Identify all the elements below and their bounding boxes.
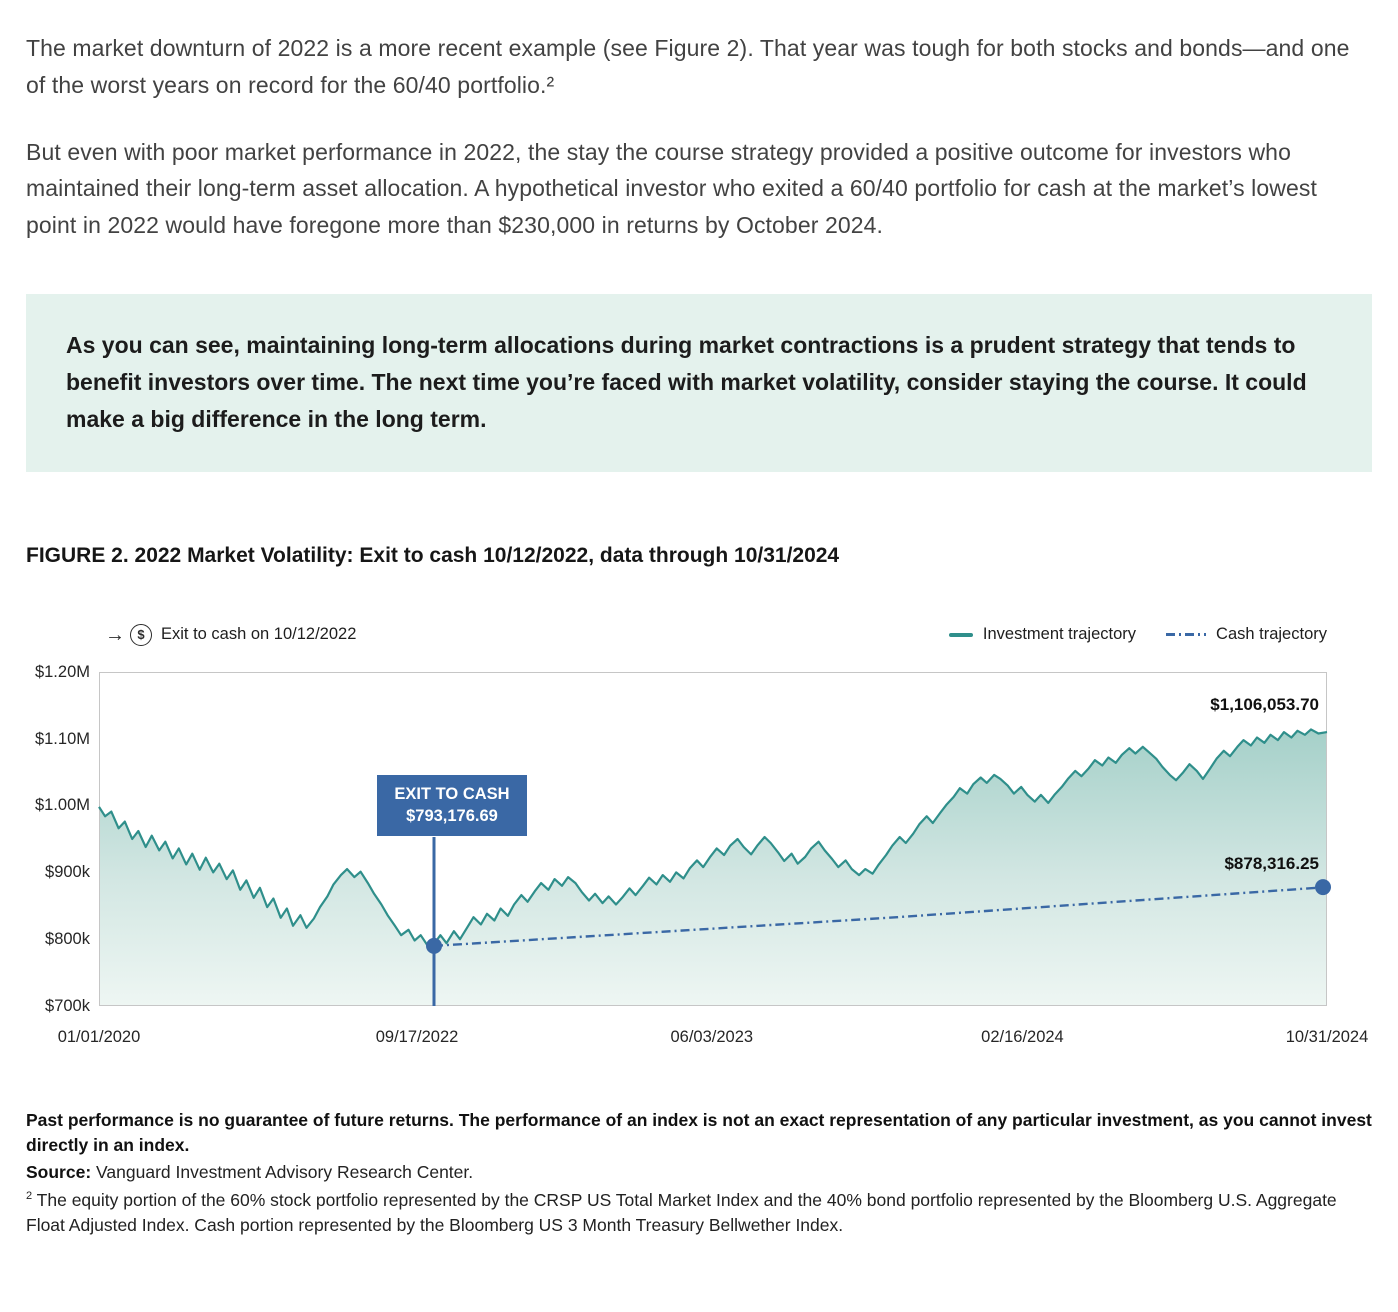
cash-end-value-label: $878,316.25	[1224, 853, 1319, 873]
legend-investment-item: Investment trajectory	[948, 625, 1137, 644]
footnote-text: The equity portion of the 60% stock port…	[26, 1190, 1337, 1236]
investment-line-swatch-icon	[948, 632, 973, 637]
legend-investment-label: Investment trajectory	[982, 625, 1137, 644]
legend-cash-item: Cash trajectory	[1166, 625, 1327, 644]
x-axis-tick-label: 10/31/2024	[1285, 1027, 1369, 1046]
x-axis-labels: 01/01/2020 09/17/2022 06/03/2023 02/16/2024…	[58, 1027, 1369, 1054]
paragraph-stay-the-course: But even with poor market performance in…	[26, 138, 1317, 239]
y-axis-tick-label: $700k	[45, 996, 90, 1015]
x-axis-tick-label: 09/17/2022	[375, 1027, 459, 1046]
plot-area: EXIT TO CASH $793,176.69 $1,106,053.70 $…	[98, 671, 1331, 1006]
y-axis-labels: $1.20M $1.10M $1.00M $900k $800k $700k	[26, 663, 90, 1015]
dollar-circle-icon: $	[130, 623, 152, 646]
legend-cash-label: Cash trajectory	[1216, 625, 1327, 644]
legend-exit-label: Exit to cash on 10/12/2022	[161, 625, 357, 644]
y-axis-tick-label: $1.00M	[34, 796, 90, 815]
investment-end-value-label: $1,106,053.70	[1210, 694, 1319, 714]
exit-to-cash-callout: EXIT TO CASH $793,176.69	[376, 774, 527, 837]
footnote-marker: 2	[26, 1190, 33, 1203]
source-text: Vanguard Investment Advisory Research Ce…	[96, 1162, 474, 1183]
x-axis-tick-label: 06/03/2023	[670, 1027, 754, 1046]
figure-2-chart: → $ Exit to cash on 10/12/2022 Investmen…	[26, 622, 1372, 1062]
source-label: Source:	[26, 1162, 92, 1183]
x-axis-tick-label: 01/01/2020	[57, 1027, 141, 1046]
footer-disclosures: Past performance is no guarantee of futu…	[26, 1108, 1372, 1238]
disclaimer-text: Past performance is no guarantee of futu…	[26, 1109, 1372, 1155]
legend-series-group: Investment trajectory Cash trajectory	[948, 625, 1327, 644]
y-axis-tick-label: $900k	[45, 863, 90, 882]
figure-title: FIGURE 2. 2022 Market Volatility: Exit t…	[26, 543, 840, 567]
y-axis-tick-label: $1.10M	[34, 729, 90, 748]
source-line: Source: Vanguard Investment Advisory Res…	[26, 1160, 1372, 1185]
y-axis-tick-label: $1.20M	[34, 662, 90, 681]
cash-line-swatch-icon	[1166, 633, 1207, 637]
footnote-2: 2 The equity portion of the 60% stock po…	[26, 1188, 1372, 1238]
chart-svg	[98, 671, 1331, 1006]
y-axis-tick-label: $800k	[45, 929, 90, 948]
callout-box: As you can see, maintaining long-term al…	[26, 293, 1372, 472]
document-page: The market downturn of 2022 is a more re…	[26, 35, 1372, 1238]
exit-box-value: $793,176.69	[406, 806, 498, 825]
x-axis-tick-label: 02/16/2024	[981, 1027, 1064, 1046]
legend-exit-item: → $ Exit to cash on 10/12/2022	[99, 623, 357, 646]
paragraph-market-downturn: The market downturn of 2022 is a more re…	[26, 35, 1350, 98]
exit-box-title: EXIT TO CASH	[394, 784, 510, 803]
chart-legend: → $ Exit to cash on 10/12/2022 Investmen…	[99, 623, 1327, 646]
arrow-right-icon: →	[105, 623, 125, 646]
